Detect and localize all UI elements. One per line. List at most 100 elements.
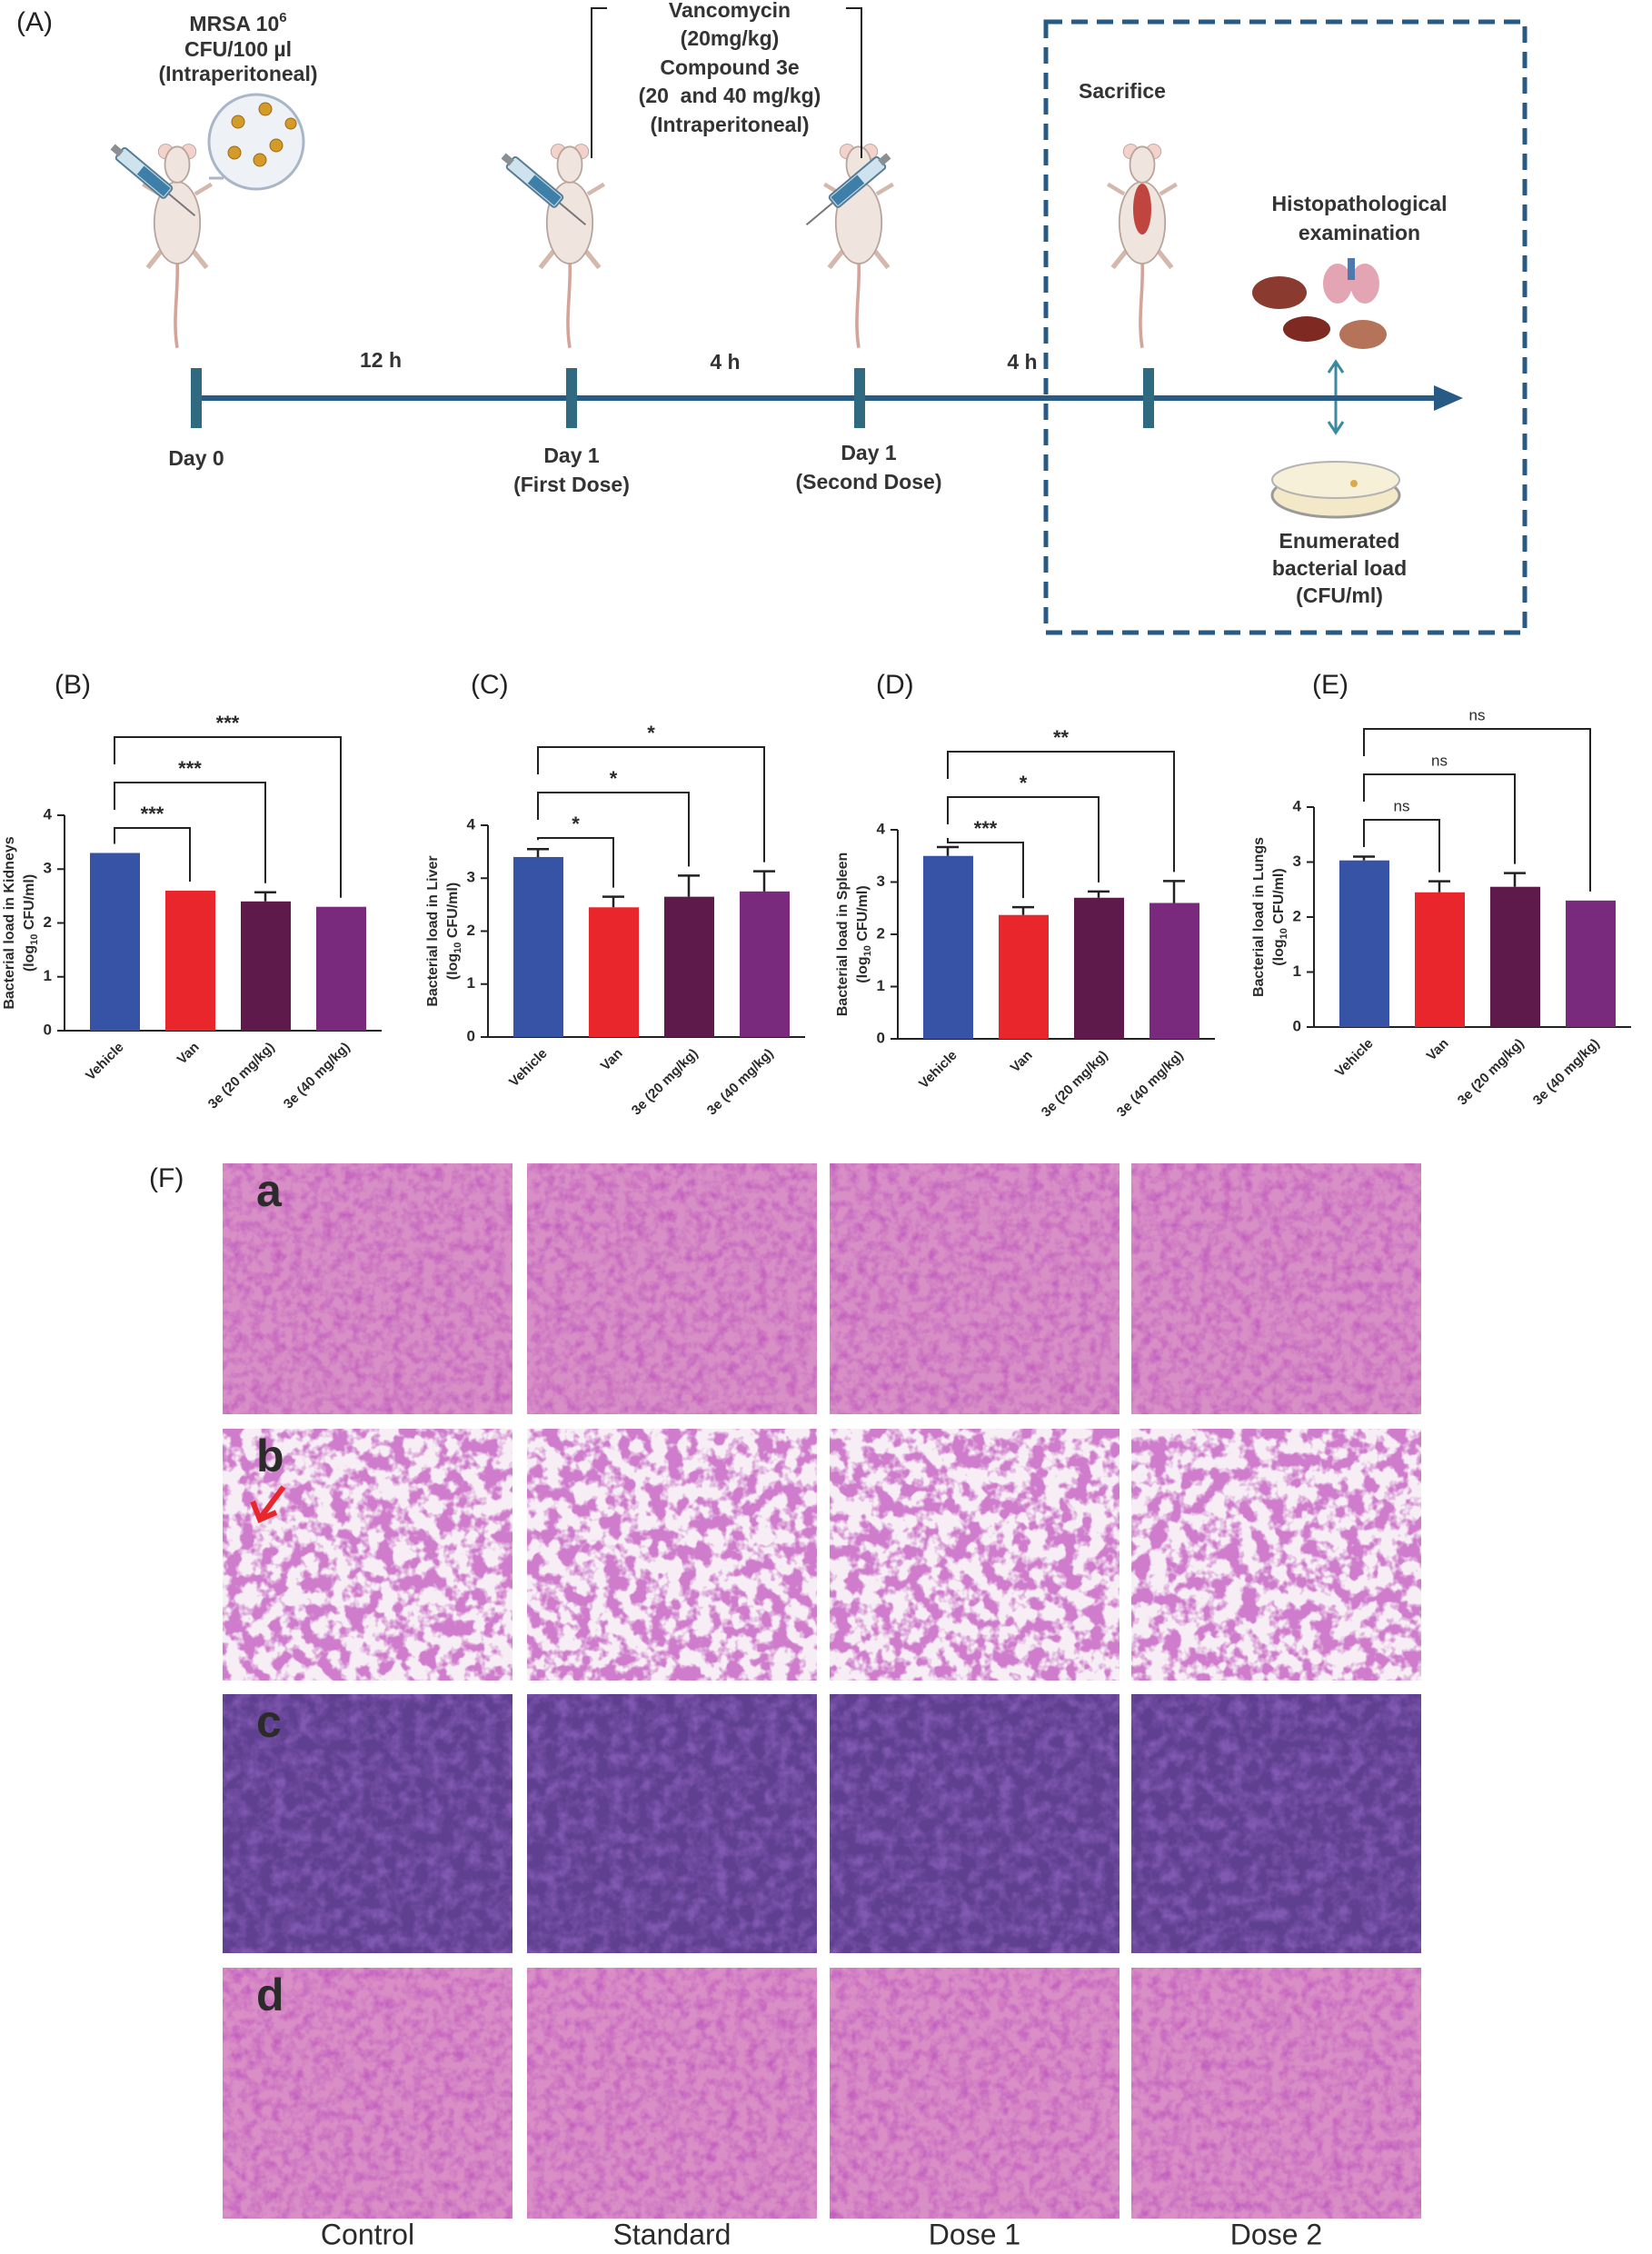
interval-label: 4 h <box>1007 350 1037 374</box>
significance-label: *** <box>141 803 164 825</box>
y-axis-unit: (log10 CFU/ml) <box>445 883 463 980</box>
significance-bracket <box>947 751 1175 873</box>
bacterium <box>258 102 273 116</box>
micrograph-texture <box>223 1694 513 1953</box>
significance-label: * <box>647 722 655 744</box>
micrograph-texture <box>527 1429 817 1681</box>
timeline-tick <box>566 368 577 428</box>
bar <box>589 907 639 1037</box>
y-tick-label: 0 <box>1293 1017 1301 1034</box>
x-tick-label: 3e (20 mg/kg) <box>1039 1048 1111 1121</box>
significance-bracket <box>1363 819 1440 873</box>
unit-part: (log <box>855 956 871 982</box>
treatment-line: (20 and 40 mg/kg) <box>639 84 821 107</box>
bacteria-lens <box>207 93 305 191</box>
error-bar <box>1504 872 1526 887</box>
significance-label: ns <box>1431 752 1448 769</box>
organ-spleen <box>1283 316 1330 342</box>
y-tick-label: 3 <box>44 860 52 877</box>
x-tick-label: Van <box>1008 1048 1036 1076</box>
bacterium <box>253 153 267 167</box>
dissection <box>1133 184 1151 234</box>
micrograph-texture <box>527 1163 817 1414</box>
panel-label: (B) <box>55 670 91 700</box>
treatment-line: Vancomycin <box>669 0 791 22</box>
y-axis-unit: (log10 CFU/ml) <box>22 874 40 972</box>
x-tick-label: 3e (40 mg/kg) <box>281 1040 353 1112</box>
unit-subscript: 10 <box>29 934 40 945</box>
histopathology-label: examination <box>1299 221 1420 244</box>
y-tick-label: 0 <box>877 1029 885 1046</box>
significance-label: ns <box>1469 706 1486 723</box>
y-axis-label: Bacterial load in Lungs <box>1251 837 1267 997</box>
y-tick-label: 4 <box>467 815 476 833</box>
micrograph-texture <box>830 1694 1120 1953</box>
dose-label: (Second Dose) <box>795 470 941 494</box>
x-tick-label: Vehicle <box>1332 1036 1377 1081</box>
y-tick-label: 3 <box>1293 853 1301 870</box>
error-bar <box>1088 890 1110 898</box>
unit-part: CFU/ml) <box>1271 868 1287 928</box>
unit-part: (log <box>445 953 461 980</box>
y-tick-label: 2 <box>44 913 52 931</box>
bar-chart: (B) 0 1 2 3 4 Bacterial load in Kidneys (log10 … <box>2 670 382 1112</box>
error-bar <box>753 870 775 892</box>
y-tick-label: 1 <box>44 967 52 984</box>
panel-label: (A) <box>16 7 53 37</box>
error-bar <box>527 847 549 857</box>
column-label: Dose 2 <box>1230 2218 1322 2250</box>
panel-label: (D) <box>876 670 914 700</box>
organ-lung <box>1323 264 1352 304</box>
inoculum-name: MRSA 106 <box>189 10 286 35</box>
x-tick-label: Vehicle <box>506 1046 551 1091</box>
significance-bracket <box>114 782 266 883</box>
error-bar <box>1428 880 1450 893</box>
bar <box>1339 860 1389 1027</box>
significance-bracket <box>947 796 1100 883</box>
unit-part: CFU/ml) <box>445 883 461 942</box>
unit-part: (log <box>1271 939 1287 965</box>
significance-label: * <box>1020 772 1028 794</box>
bacterium <box>284 117 297 130</box>
unit-part: CFU/ml) <box>22 874 37 934</box>
enumeration-label: (CFU/ml) <box>1296 583 1383 607</box>
significance-bracket <box>537 837 614 888</box>
unit-subscript: 10 <box>1279 928 1289 939</box>
column-label: Standard <box>613 2218 731 2250</box>
error-bar <box>1353 855 1375 861</box>
bar <box>999 914 1049 1039</box>
y-axis-label: Bacterial load in Spleen <box>835 853 851 1017</box>
error-bar <box>1163 880 1185 903</box>
sacrifice-label: Sacrifice <box>1079 79 1166 103</box>
x-tick-label: Van <box>174 1040 203 1068</box>
row-label: a <box>256 1165 283 1216</box>
significance-label: *** <box>178 757 202 780</box>
panel-label: (C) <box>471 670 509 700</box>
x-tick-label: Van <box>598 1046 626 1074</box>
bacteria <box>227 102 297 167</box>
significance-label: * <box>610 767 618 790</box>
mouse <box>1108 145 1177 348</box>
organ-liver <box>1252 276 1307 309</box>
micrograph-texture <box>1131 1163 1421 1414</box>
micrograph-texture <box>1131 1694 1421 1953</box>
histopathology-label: Histopathological <box>1272 192 1448 215</box>
timeline-arrow <box>1434 385 1463 411</box>
enumeration-label: Enumerated <box>1279 529 1400 553</box>
bar <box>1566 900 1616 1027</box>
micrograph-texture <box>223 1968 513 2219</box>
error-bar <box>254 891 276 902</box>
significance-label: *** <box>216 712 240 734</box>
y-tick-label: 4 <box>44 805 53 823</box>
micrograph-texture <box>223 1163 513 1414</box>
x-tick-label: 3e (20 mg/kg) <box>629 1046 702 1119</box>
timeline-tick <box>1143 368 1154 428</box>
bacterium <box>227 145 242 160</box>
interval-label: 4 h <box>710 350 740 374</box>
bar-chart: (D) 0 1 2 3 4 Bacterial load in Spleen (log10 C… <box>835 670 1215 1121</box>
x-tick-label: 3e (40 mg/kg) <box>704 1046 777 1119</box>
bar <box>664 896 714 1037</box>
sacrifice-box <box>1043 19 1528 635</box>
organ-trachea <box>1348 258 1355 280</box>
bar <box>1149 903 1199 1039</box>
